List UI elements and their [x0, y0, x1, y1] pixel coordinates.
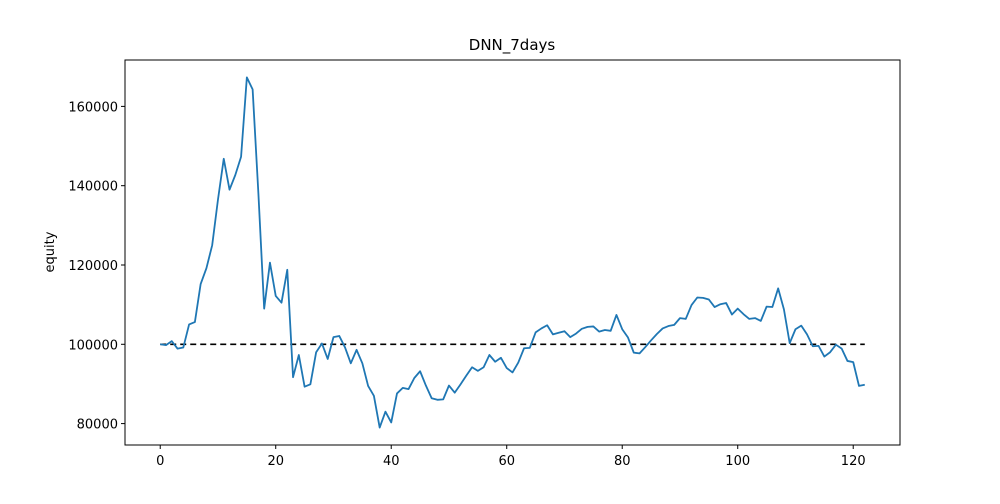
y-tick-label: 160000	[68, 100, 118, 115]
x-tick-label: 120	[841, 454, 866, 469]
y-tick-label: 80000	[77, 418, 118, 433]
x-tick-label: 100	[725, 454, 750, 469]
data-line	[160, 76, 865, 429]
y-axis-label: equity	[43, 231, 58, 272]
plot-frame	[124, 59, 901, 446]
x-tick-label: 0	[156, 454, 164, 469]
x-tick-label: 40	[383, 454, 400, 469]
y-tick-label: 140000	[68, 180, 118, 195]
x-tick-label: 80	[614, 454, 631, 469]
x-tick-label: 20	[267, 454, 284, 469]
y-tick-label: 120000	[68, 259, 118, 274]
y-tick-label: 100000	[68, 338, 118, 353]
chart-title: DNN_7days	[469, 36, 556, 55]
x-tick-label: 60	[498, 454, 515, 469]
